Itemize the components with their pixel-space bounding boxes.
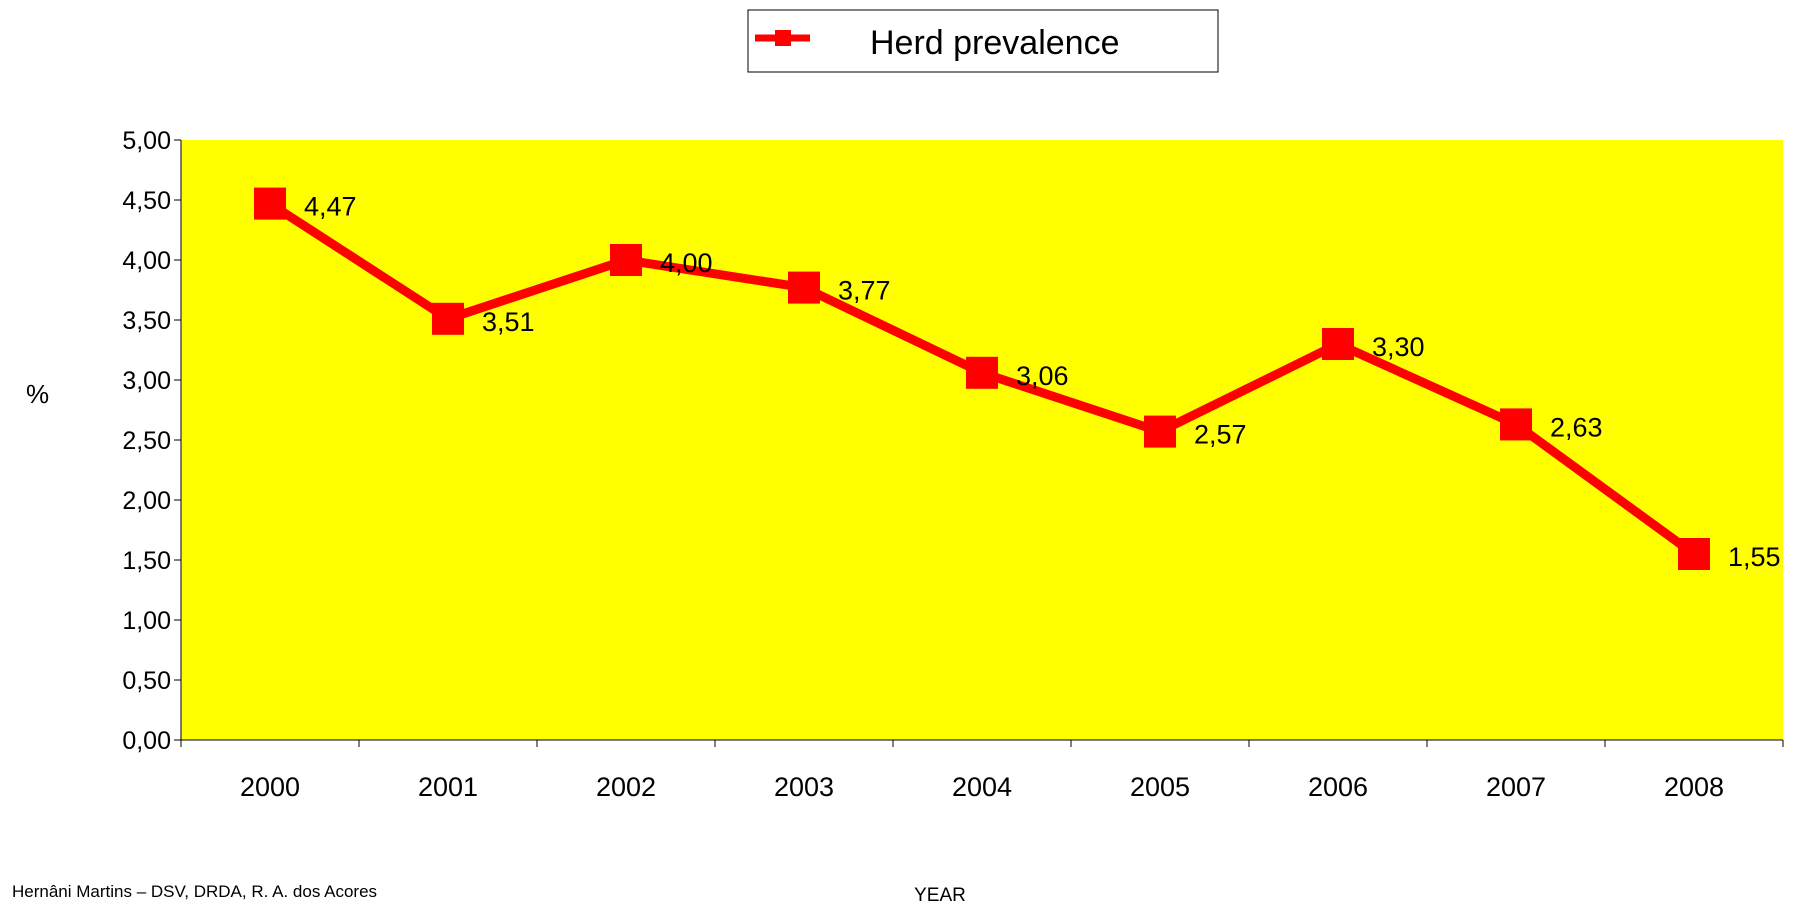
data-label: 2,63 <box>1550 412 1603 442</box>
data-point-marker <box>1500 408 1532 441</box>
x-axis-ticks: 2000 2001 2002 2003 2004 2005 2006 2007 2008 <box>180 740 1784 802</box>
x-tick-label: 2001 <box>418 772 478 802</box>
y-tick-label: 4,00 <box>122 247 171 275</box>
y-tick-label: 3,00 <box>122 367 171 395</box>
legend-box <box>747 9 1219 73</box>
data-point-marker <box>610 244 642 276</box>
data-point-marker <box>788 271 820 304</box>
footer-credit: Hernâni Martins – DSV, DRDA, R. A. dos A… <box>12 882 378 901</box>
data-point-marker <box>966 356 998 389</box>
data-point-marker <box>254 187 286 220</box>
y-tick-label: 0,00 <box>122 727 171 755</box>
y-tick-label: 1,00 <box>122 607 171 635</box>
y-tick-label: 1,50 <box>122 547 171 575</box>
y-axis-ticks: 0,00 0,50 1,00 1,50 2,00 2,50 3,00 3,50 4,00 4,50… <box>122 127 181 755</box>
data-label: 3,51 <box>482 307 535 337</box>
data-label: 3,30 <box>1372 332 1425 362</box>
legend-label: Herd prevalence <box>870 24 1119 62</box>
y-tick-label: 2,50 <box>122 427 171 455</box>
data-point-marker <box>1144 415 1176 448</box>
y-tick-label: 0,50 <box>122 667 171 695</box>
data-label: 4,47 <box>304 192 357 222</box>
legend: Herd prevalence <box>747 9 1219 73</box>
legend-marker-swatch <box>775 30 791 46</box>
data-label: 2,57 <box>1194 420 1247 450</box>
data-label: 3,06 <box>1016 361 1069 391</box>
data-label: 3,77 <box>838 276 891 306</box>
x-tick-label: 2000 <box>240 772 300 802</box>
x-tick-label: 2002 <box>596 772 656 802</box>
y-tick-label: 5,00 <box>122 127 171 155</box>
x-axis-title: YEAR <box>914 885 966 906</box>
x-tick-label: 2006 <box>1308 772 1368 802</box>
x-tick-label: 2004 <box>952 772 1012 802</box>
x-tick-label: 2003 <box>774 772 834 802</box>
y-tick-label: 3,50 <box>122 307 171 335</box>
data-label: 1,55 <box>1728 542 1781 572</box>
y-tick-label: 2,00 <box>122 487 171 515</box>
data-point-marker <box>1322 328 1354 360</box>
x-tick-label: 2008 <box>1664 772 1724 802</box>
y-tick-label: 4,50 <box>122 187 171 215</box>
data-point-marker <box>432 302 464 335</box>
data-point-marker <box>1678 538 1710 570</box>
y-axis-title: % <box>26 379 49 409</box>
x-tick-label: 2007 <box>1486 772 1546 802</box>
series-herd-prevalence: 4,47 3,51 4,00 3,77 3,06 2,57 3,30 2,63 1,55 <box>254 187 1781 572</box>
data-label: 4,00 <box>660 248 713 278</box>
x-tick-label: 2005 <box>1130 772 1190 802</box>
